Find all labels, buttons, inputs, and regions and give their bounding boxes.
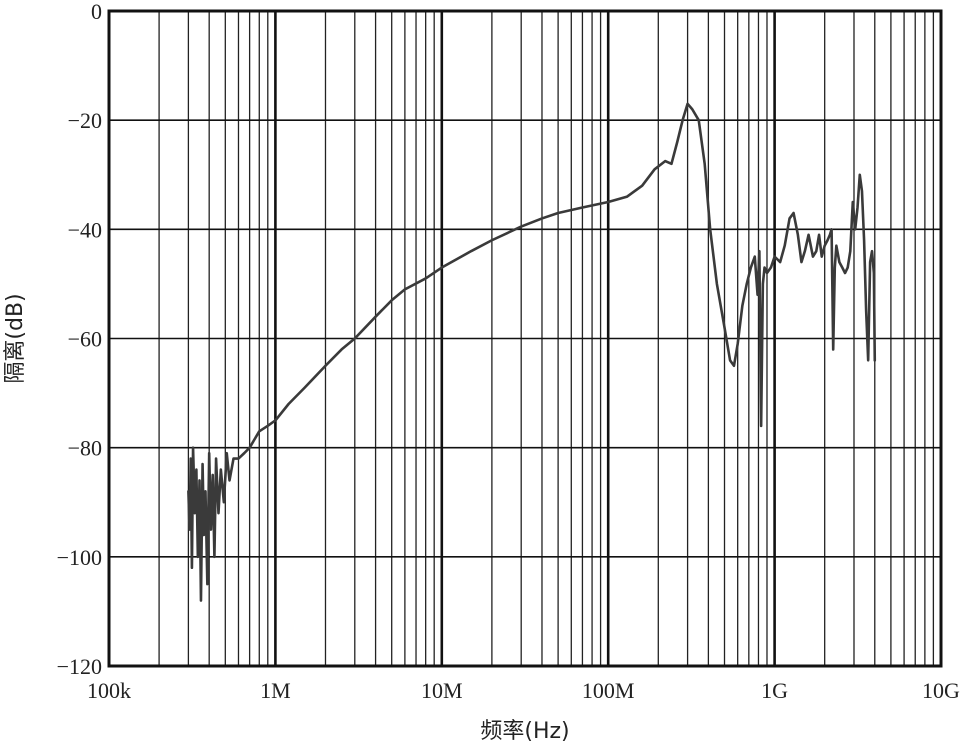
y-tick-label: −20 (68, 108, 102, 133)
x-tick-label: 100k (87, 678, 131, 703)
y-tick-label: −40 (68, 217, 102, 242)
x-tick-labels: 100k 1M 10M 100M 1G 10G (87, 678, 960, 703)
y-tick-label: −60 (68, 327, 102, 352)
x-tick-label: 10G (922, 678, 960, 703)
isolation-series-line (187, 102, 877, 602)
x-tick-label: 1M (260, 678, 291, 703)
y-tick-label: −80 (68, 436, 102, 461)
x-tick-label: 100M (582, 678, 635, 703)
x-axis-title: 频率(Hz) (480, 719, 569, 744)
x-tick-label: 10M (421, 678, 463, 703)
y-tick-labels: 0 −20 −40 −60 −80 −100 −120 (57, 0, 102, 679)
x-tick-label: 1G (761, 678, 788, 703)
major-grid (107, 10, 943, 667)
y-tick-label: 0 (91, 0, 102, 24)
plot-frame (107, 9, 943, 668)
y-axis-title: 隔离(dB) (3, 293, 28, 383)
y-tick-label: −100 (57, 545, 102, 570)
y-tick-label: −120 (57, 654, 102, 679)
